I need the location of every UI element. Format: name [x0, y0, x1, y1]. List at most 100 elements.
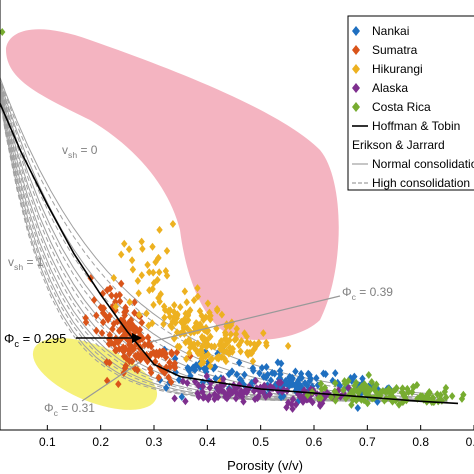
- legend-box: [347, 15, 474, 191]
- data-point: [345, 376, 352, 385]
- data-point: [252, 376, 259, 385]
- data-point: [237, 347, 244, 356]
- data-point: [320, 369, 327, 378]
- x-tick-label: 0.3: [146, 435, 163, 449]
- data-point: [184, 378, 191, 387]
- data-point: [169, 317, 176, 326]
- data-point: [348, 400, 355, 409]
- data-point: [315, 393, 322, 402]
- data-point: [110, 340, 118, 349]
- data-point: [121, 239, 128, 248]
- data-point: [213, 304, 221, 313]
- data-point: [156, 268, 163, 277]
- data-point: [97, 303, 104, 312]
- legend-label: Alaska: [372, 81, 408, 95]
- data-point: [262, 373, 270, 382]
- data-point: [172, 318, 179, 327]
- data-point: [226, 390, 234, 399]
- data-point: [230, 386, 237, 395]
- data-point: [448, 392, 456, 401]
- x-axis-label: Porosity (v/v): [227, 458, 303, 473]
- data-point: [165, 307, 172, 316]
- data-point: [214, 349, 221, 358]
- data-point: [434, 390, 441, 399]
- data-point: [291, 381, 299, 390]
- data-point: [222, 357, 230, 366]
- data-point: [410, 382, 417, 391]
- data-point: [178, 317, 185, 326]
- data-point: [177, 303, 184, 312]
- data-point: [162, 383, 170, 392]
- data-point: [124, 326, 132, 335]
- data-point: [442, 393, 450, 402]
- data-point: [173, 348, 181, 357]
- data-point: [187, 371, 194, 380]
- legend-marker: [352, 83, 360, 93]
- data-point: [201, 392, 208, 401]
- data-point: [206, 392, 213, 401]
- data-point: [434, 397, 442, 406]
- data-point: [182, 397, 189, 406]
- data-point: [220, 375, 227, 384]
- data-point: [269, 368, 276, 377]
- data-point: [231, 335, 239, 344]
- data-point: [232, 394, 240, 403]
- data-point: [195, 381, 202, 390]
- data-point: [108, 291, 115, 300]
- data-point: [175, 375, 183, 384]
- x-tick-label: 0.9: [466, 435, 474, 449]
- data-point: [126, 298, 133, 307]
- data-point: [243, 338, 251, 347]
- annotations: vsh = 0 vsh = 1 Φc = 0.39 Φc = 0.295 Φc = 0.…: [4, 143, 393, 418]
- data-point: [112, 346, 119, 355]
- data-point: [202, 352, 209, 361]
- data-point: [116, 297, 124, 306]
- data-point: [182, 318, 189, 327]
- data-point: [199, 342, 206, 351]
- data-point: [258, 363, 266, 372]
- data-point: [184, 363, 191, 372]
- data-point: [232, 330, 240, 339]
- data-point: [167, 378, 175, 387]
- data-point: [121, 311, 128, 320]
- data-point: [243, 348, 251, 357]
- data-point: [198, 345, 205, 354]
- x-tick-label: 0.2: [92, 435, 109, 449]
- data-point: [247, 339, 254, 348]
- data-point: [134, 276, 142, 285]
- data-point: [203, 367, 210, 376]
- data-point: [157, 290, 164, 299]
- data-point: [128, 256, 136, 265]
- data-point: [122, 354, 130, 363]
- data-point: [225, 370, 233, 379]
- data-point: [131, 327, 139, 336]
- data-point: [277, 378, 285, 387]
- data-point: [194, 389, 201, 398]
- data-point: [198, 311, 205, 320]
- data-point: [215, 352, 223, 361]
- yellow-region: [32, 338, 158, 410]
- legend-label: Hoffman & Tobin: [372, 119, 460, 133]
- data-point: [173, 328, 181, 337]
- data-point: [358, 382, 366, 391]
- data-point: [255, 338, 263, 347]
- data-point: [351, 381, 358, 390]
- data-point: [351, 385, 358, 394]
- phic-031-label: Φc = 0.31: [44, 401, 95, 418]
- legend-marker: [352, 45, 360, 55]
- legend-marker: [352, 26, 360, 36]
- data-point: [125, 245, 133, 254]
- data-point: [274, 358, 282, 367]
- hoffman-tobin-curve: [0, 101, 459, 405]
- data-point: [190, 296, 198, 305]
- data-point: [368, 378, 375, 387]
- legend-label: Costa Rica: [372, 100, 431, 114]
- data-point: [163, 246, 171, 255]
- data-point: [365, 371, 372, 380]
- data-point: [150, 348, 157, 357]
- data-point: [185, 366, 193, 375]
- data-point: [122, 306, 130, 315]
- data-point: [184, 310, 192, 319]
- phic-039-label: Φc = 0.39: [342, 285, 393, 302]
